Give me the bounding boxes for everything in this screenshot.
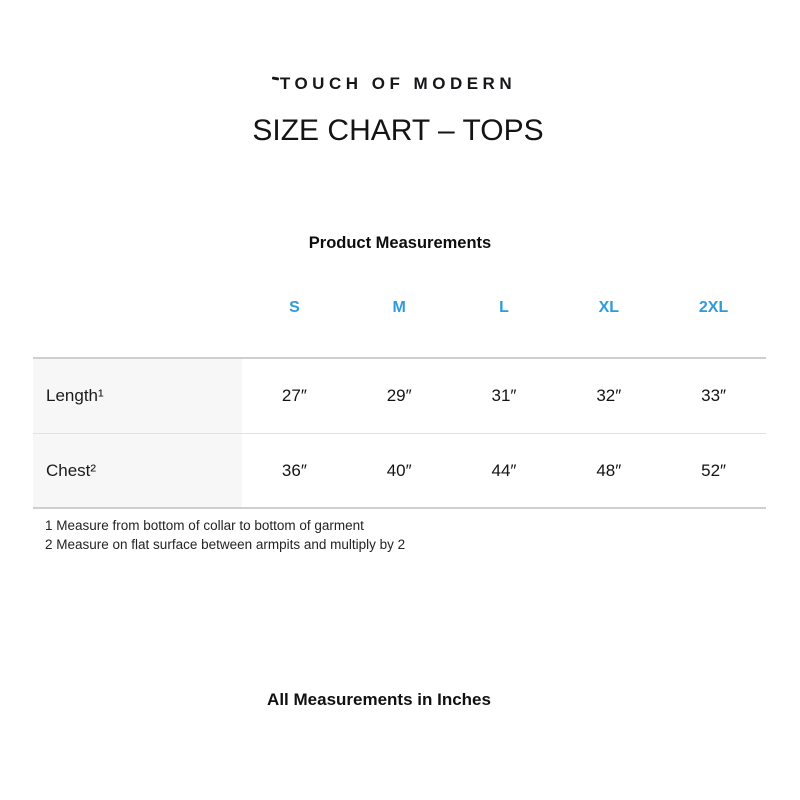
- length-value-2xl: 33″: [701, 386, 727, 405]
- size-header-row: S M L XL 2XL: [242, 299, 766, 323]
- size-header-l: L: [499, 299, 509, 316]
- chest-value-2xl: 52″: [701, 460, 727, 480]
- page-title: SIZE CHART – TOPS: [252, 114, 544, 147]
- table-row-chest: Chest² 36″ 40″ 44″ 48″ 52″: [33, 433, 766, 507]
- brand-logo: TOUCH OF MODERN: [0, 74, 788, 94]
- size-header-2xl: 2XL: [698, 299, 729, 316]
- row-label-length: Length¹: [33, 359, 242, 433]
- chest-value-xl: 48″: [596, 460, 622, 480]
- chest-value-l: 44″: [491, 460, 517, 480]
- logo-tick-icon: [271, 76, 280, 81]
- length-value-m: 29″: [386, 386, 412, 405]
- size-header-xl: XL: [598, 299, 620, 316]
- chest-value-m: 40″: [386, 460, 412, 480]
- measurement-table: Length¹ 27″ 29″ 31″ 32″ 33″ Chest² 36″ 4…: [33, 357, 766, 509]
- size-header-m: M: [392, 299, 406, 316]
- brand-logo-text: TOUCH OF MODERN: [279, 74, 517, 93]
- chest-value-s: 36″: [281, 460, 307, 480]
- footnote-2: 2 Measure on flat surface between armpit…: [45, 536, 406, 552]
- footer-note: All Measurements in Inches: [267, 690, 491, 709]
- length-value-l: 31″: [491, 386, 517, 405]
- length-value-xl: 32″: [596, 386, 622, 405]
- row-label-chest: Chest²: [33, 434, 242, 507]
- size-header-s: S: [289, 299, 300, 316]
- length-value-s: 27″: [281, 386, 307, 405]
- footnotes: 1 Measure from bottom of collar to botto…: [45, 517, 405, 554]
- section-title: Product Measurements: [308, 234, 492, 252]
- table-row-length: Length¹ 27″ 29″ 31″ 32″ 33″: [33, 359, 766, 433]
- footnote-1: 1 Measure from bottom of collar to botto…: [45, 518, 364, 533]
